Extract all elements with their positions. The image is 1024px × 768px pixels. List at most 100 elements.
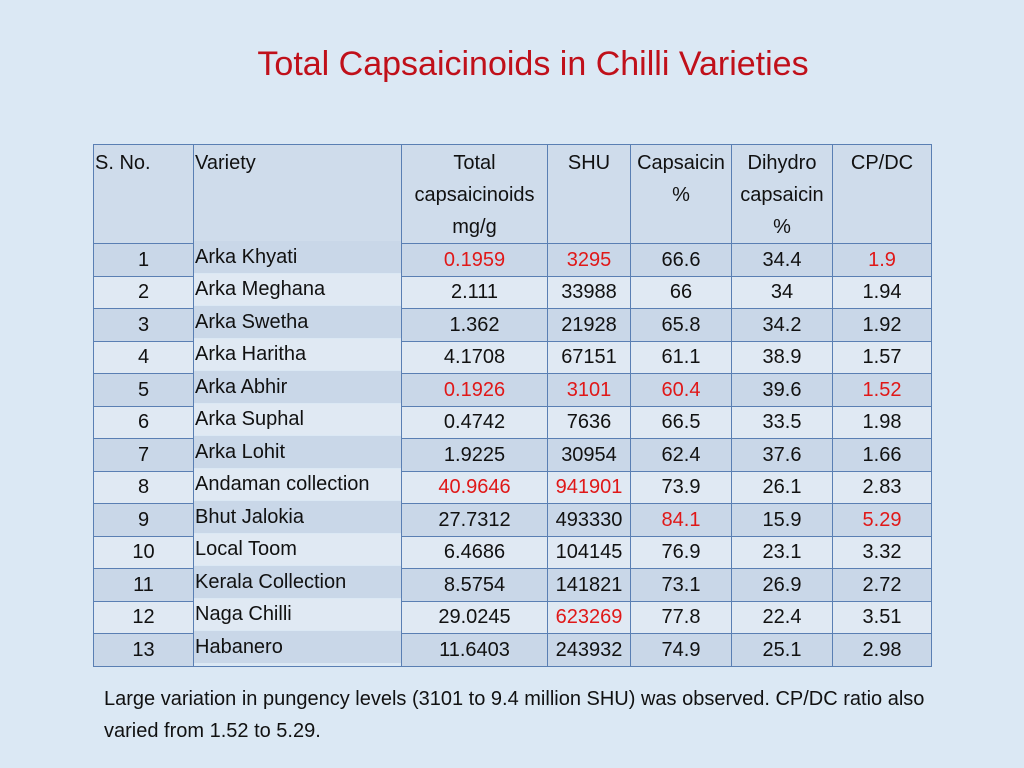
cell-capsaicin: 66 <box>630 275 732 309</box>
cell-variety: Local Toom <box>193 532 402 566</box>
cell-cpdc: 2.72 <box>832 568 932 602</box>
cell-variety: Arka Swetha <box>193 305 402 339</box>
cell-capsaicin: 73.1 <box>630 568 732 602</box>
table-row: 8 Andaman collection 40.9646 941901 73.9 26.1… <box>93 467 932 504</box>
cell-total: 27.7312 <box>401 503 548 537</box>
header-row: S. No. Variety Total capsaicinoids mg/g … <box>93 144 932 244</box>
cell-dihydro: 26.1 <box>731 470 833 504</box>
header-variety: Variety <box>193 144 402 244</box>
header-dihydro-line2: capsaicin <box>740 184 824 206</box>
cell-total: 4.1708 <box>401 340 548 374</box>
table-row: 2 Arka Meghana 2.111 33988 66 34 1.94 <box>93 272 932 309</box>
cell-cpdc: 2.83 <box>832 470 932 504</box>
cell-capsaicin: 60.4 <box>630 373 732 407</box>
cell-cpdc: 3.51 <box>832 600 932 634</box>
cell-capsaicin: 74.9 <box>630 633 732 667</box>
cell-total: 0.4742 <box>401 405 548 439</box>
cell-shu: 21928 <box>547 308 631 342</box>
cell-cpdc: 1.57 <box>832 340 932 374</box>
cell-sno: 5 <box>93 373 194 407</box>
cell-variety: Arka Lohit <box>193 435 402 469</box>
cell-cpdc: 2.98 <box>832 633 932 667</box>
header-capsaicin-line1: Capsaicin <box>637 152 725 174</box>
cell-sno: 3 <box>93 308 194 342</box>
header-sno: S. No. <box>93 144 194 244</box>
table-row: 13 Habanero 11.6403 243932 74.9 25.1 2.98 <box>93 630 932 667</box>
cell-cpdc: 1.66 <box>832 438 932 472</box>
cell-shu: 623269 <box>547 600 631 634</box>
cell-capsaicin: 76.9 <box>630 535 732 569</box>
cell-dihydro: 26.9 <box>731 568 833 602</box>
header-total-line3: mg/g <box>452 216 497 238</box>
table-row: 6 Arka Suphal 0.4742 7636 66.5 33.5 1.98 <box>93 402 932 439</box>
header-shu: SHU <box>547 144 631 244</box>
table-row: 9 Bhut Jalokia 27.7312 493330 84.1 15.9 5.29 <box>93 500 932 537</box>
cell-total: 0.1959 <box>401 243 548 277</box>
cell-cpdc: 1.92 <box>832 308 932 342</box>
slide-title: Total Capsaicinoids in Chilli Varieties <box>257 45 809 83</box>
capsaicinoids-table: S. No. Variety Total capsaicinoids mg/g … <box>93 144 932 667</box>
cell-cpdc: 5.29 <box>832 503 932 537</box>
cell-total: 2.111 <box>401 275 548 309</box>
cell-shu: 141821 <box>547 568 631 602</box>
cell-capsaicin: 66.5 <box>630 405 732 439</box>
header-dihydro-line1: Dihydro <box>747 152 817 174</box>
cell-shu: 3295 <box>547 243 631 277</box>
cell-sno: 1 <box>93 243 194 277</box>
cell-dihydro: 34 <box>731 275 833 309</box>
cell-sno: 4 <box>93 340 194 374</box>
cell-variety: Arka Abhir <box>193 370 402 404</box>
cell-variety: Bhut Jalokia <box>193 500 402 534</box>
table-row: 11 Kerala Collection 8.5754 141821 73.1 26.9 2… <box>93 565 932 602</box>
cell-variety: Andaman collection <box>193 467 402 501</box>
header-total-capsaicinoids: Total capsaicinoids mg/g <box>401 144 548 244</box>
cell-capsaicin: 65.8 <box>630 308 732 342</box>
cell-variety: Kerala Collection <box>193 565 402 599</box>
table-row: 1 Arka Khyati 0.1959 3295 66.6 34.4 1.9 <box>93 240 932 277</box>
cell-total: 1.362 <box>401 308 548 342</box>
table-row: 7 Arka Lohit 1.9225 30954 62.4 37.6 1.66 <box>93 435 932 472</box>
table-row: 4 Arka Haritha 4.1708 67151 61.1 38.9 1.57 <box>93 337 932 374</box>
cell-variety: Arka Meghana <box>193 272 402 306</box>
table-row: 10 Local Toom 6.4686 104145 76.9 23.1 3.32 <box>93 532 932 569</box>
cell-dihydro: 34.2 <box>731 308 833 342</box>
header-total-line1: Total <box>453 152 496 174</box>
cell-shu: 67151 <box>547 340 631 374</box>
cell-capsaicin: 62.4 <box>630 438 732 472</box>
cell-capsaicin: 73.9 <box>630 470 732 504</box>
cell-total: 29.0245 <box>401 600 548 634</box>
cell-capsaicin: 84.1 <box>630 503 732 537</box>
cell-shu: 33988 <box>547 275 631 309</box>
cell-shu: 104145 <box>547 535 631 569</box>
cell-sno: 12 <box>93 600 194 634</box>
table-body: 1 Arka Khyati 0.1959 3295 66.6 34.4 1.9 2 Arka M… <box>93 240 932 667</box>
cell-dihydro: 23.1 <box>731 535 833 569</box>
cell-total: 11.6403 <box>401 633 548 667</box>
cell-cpdc: 1.52 <box>832 373 932 407</box>
cell-capsaicin: 61.1 <box>630 340 732 374</box>
cell-cpdc: 1.94 <box>832 275 932 309</box>
cell-shu: 493330 <box>547 503 631 537</box>
header-capsaicin: Capsaicin % <box>630 144 732 244</box>
cell-shu: 7636 <box>547 405 631 439</box>
cell-variety: Naga Chilli <box>193 597 402 631</box>
cell-dihydro: 15.9 <box>731 503 833 537</box>
cell-total: 40.9646 <box>401 470 548 504</box>
cell-dihydro: 37.6 <box>731 438 833 472</box>
header-dihydro-line3: % <box>773 216 791 238</box>
table-row: 5 Arka Abhir 0.1926 3101 60.4 39.6 1.52 <box>93 370 932 407</box>
cell-total: 8.5754 <box>401 568 548 602</box>
cell-sno: 2 <box>93 275 194 309</box>
header-cpdc: CP/DC <box>832 144 932 244</box>
header-total-line2: capsaicinoids <box>414 184 535 206</box>
cell-variety: Arka Suphal <box>193 402 402 436</box>
cell-dihydro: 22.4 <box>731 600 833 634</box>
cell-dihydro: 34.4 <box>731 243 833 277</box>
cell-total: 0.1926 <box>401 373 548 407</box>
cell-capsaicin: 77.8 <box>630 600 732 634</box>
footnote: Large variation in pungency levels (3101… <box>104 688 925 742</box>
cell-sno: 7 <box>93 438 194 472</box>
cell-shu: 30954 <box>547 438 631 472</box>
cell-variety: Habanero <box>193 630 402 664</box>
header-dihydrocapsaicin: Dihydro capsaicin % <box>731 144 833 244</box>
